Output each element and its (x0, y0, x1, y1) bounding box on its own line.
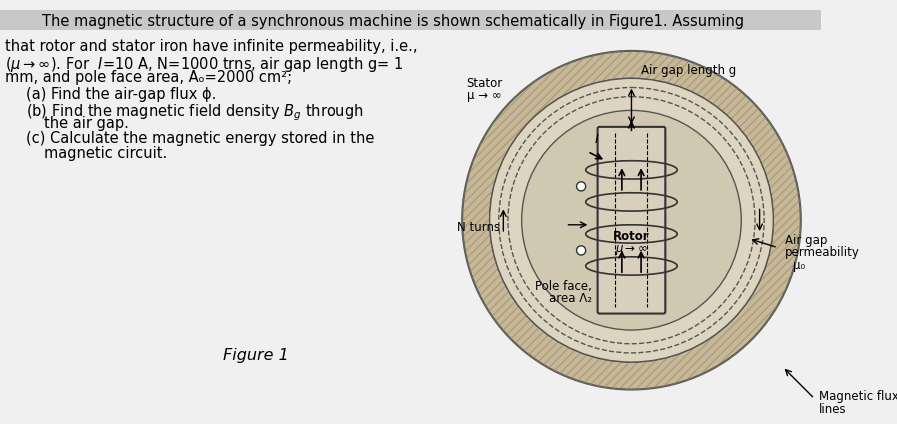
Text: $I$: $I$ (594, 133, 599, 146)
Text: area Λ₂: area Λ₂ (549, 293, 592, 305)
FancyBboxPatch shape (597, 127, 666, 314)
Text: Rotor: Rotor (614, 230, 649, 243)
Text: magnetic circuit.: magnetic circuit. (44, 146, 167, 161)
Text: $\mu \rightarrow \infty$: $\mu \rightarrow \infty$ (615, 243, 648, 257)
Text: The magnetic structure of a synchronous machine is shown schematically in Figure: The magnetic structure of a synchronous … (42, 14, 745, 29)
Ellipse shape (462, 51, 801, 390)
Text: Air gap length g: Air gap length g (640, 64, 736, 77)
Text: ($\mu$$\rightarrow$$\infty$). For  $I$=10 A, N=1000 trns, air gap length g= 1: ($\mu$$\rightarrow$$\infty$). For $I$=10… (5, 55, 404, 74)
Text: that rotor and stator iron have infinite permeability, i.e.,: that rotor and stator iron have infinite… (5, 39, 418, 54)
Text: permeability: permeability (785, 246, 860, 259)
Text: lines: lines (819, 403, 847, 416)
Text: Air gap: Air gap (785, 234, 828, 247)
Text: μ → ∞: μ → ∞ (466, 89, 501, 102)
Text: the air gap.: the air gap. (44, 116, 129, 131)
Text: Stator: Stator (466, 77, 503, 89)
Ellipse shape (490, 78, 773, 362)
Text: Pole face,: Pole face, (536, 279, 592, 293)
FancyBboxPatch shape (0, 10, 821, 30)
Ellipse shape (490, 78, 773, 362)
Text: μ₀: μ₀ (794, 259, 806, 271)
Ellipse shape (522, 110, 741, 330)
Text: (b) Find the magnetic field density $B_g$ through: (b) Find the magnetic field density $B_g… (26, 102, 363, 123)
Text: mm, and pole face area, Aₒ=2000 cm²;: mm, and pole face area, Aₒ=2000 cm²; (5, 70, 292, 85)
Text: Magnetic flux: Magnetic flux (819, 391, 897, 403)
Circle shape (577, 182, 586, 191)
Circle shape (577, 246, 586, 255)
Text: (c) Calculate the magnetic energy stored in the: (c) Calculate the magnetic energy stored… (26, 131, 374, 146)
Text: Figure 1: Figure 1 (223, 349, 289, 363)
Text: (a) Find the air-gap flux ϕ.: (a) Find the air-gap flux ϕ. (26, 86, 216, 102)
Text: N turns: N turns (457, 221, 501, 234)
